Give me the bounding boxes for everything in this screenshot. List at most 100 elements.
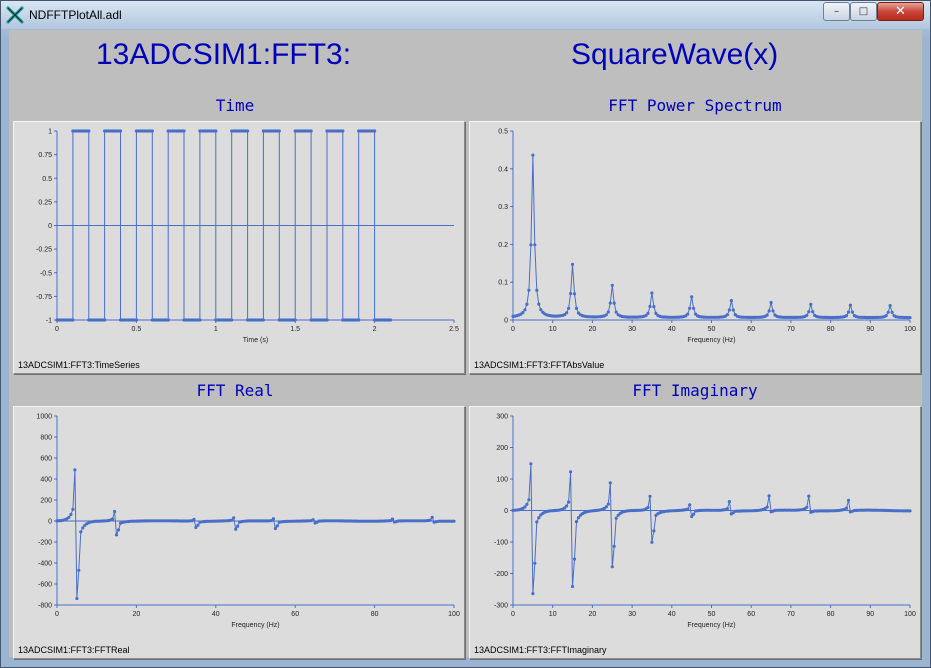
x-tick-label: 80 [371,611,379,618]
data-point [771,309,775,313]
power-pv-label: 13ADCSIM1:FFT3:FFTAbsValue [474,360,605,370]
data-point [166,318,170,322]
x-tick-label: 20 [133,611,141,618]
data-point [604,505,608,509]
y-tick-label: -200 [494,571,508,578]
x-tick-label: 20 [589,611,597,618]
data-point [884,314,888,318]
power-spectrum-plot: 0 0.1 0.2 0.3 0.4 0.5 0 10 20 30 40 50 60 70 80 90 100 Fr… [498,129,916,345]
data-point [650,291,654,295]
data-point [886,310,890,314]
data-point [390,517,395,521]
x-tick-label: 0 [55,611,59,618]
x-tick-label: 0 [511,611,515,618]
data-point [688,306,692,310]
x-axis-label: Frequency (Hz) [687,622,735,629]
data-point [729,299,733,303]
data-point [150,129,154,133]
data-point [118,129,123,133]
x-tick-label: 30 [628,326,636,333]
data-point [692,306,696,310]
data-point [576,516,581,520]
data-point [569,470,573,474]
x-tick-label: 40 [668,611,676,618]
data-point [75,596,79,601]
y-tick-label: 0 [48,223,52,230]
x-tick-label: 10 [549,611,557,618]
data-point [650,540,654,544]
data-point [765,313,769,317]
y-tick-label: 1000 [36,414,52,421]
title-bar[interactable]: NDFFTPlotAll.adl – □ ✕ [1,1,930,29]
data-point [325,318,329,322]
data-points [55,129,393,322]
time-plot-panel[interactable]: -1 -0.75 -0.5 -0.25 0 0.25 0.5 0.75 1 0 0.5 1 1.5 2 2.… [13,121,465,374]
data-point [610,565,614,569]
y-tick-label: -0.75 [36,294,52,301]
imag-plot-panel[interactable]: -300 -200 -100 0 100 200 300 0 10 20 30 40 50 60 70 80 9… [469,406,921,659]
data-point [567,306,571,310]
data-point [565,311,569,315]
data-point [765,505,769,509]
y-tick-label: 0 [48,519,52,526]
data-point [273,526,277,531]
display-area: 13ADCSIM1:FFT3: SquareWave(x) Time FFT P… [9,30,922,659]
data-point [71,318,75,322]
minimize-button[interactable]: – [823,2,850,21]
data-point [194,525,198,530]
data-point [103,318,107,322]
data-point [531,153,535,157]
x-tick-label: 2 [373,326,377,333]
data-point [269,519,273,523]
data-point [214,129,218,133]
x-tick-label: 80 [827,611,835,618]
data-point [535,520,539,524]
fft-real-plot: -800 -600 -400 -200 0 200 400 600 800 1000 0 20 40 60… [36,414,460,630]
y-tick-label: 0.3 [498,204,508,211]
data-point [686,507,690,511]
data-point [908,316,912,320]
data-point [850,310,854,314]
data-point [182,129,186,133]
y-tick-label: 0.2 [498,242,508,249]
data-point [523,505,527,509]
data-point [809,302,813,306]
data-point [606,310,610,314]
data-point [79,530,83,534]
data-point [341,129,345,133]
data-point [230,318,234,322]
data-points [55,468,456,601]
data-point [908,509,912,513]
power-section-title: FFT Power Spectrum [608,96,782,115]
power-plot-panel[interactable]: 0 0.1 0.2 0.3 0.4 0.5 0 10 20 30 40 50 60 70 80 90 100 Fr… [469,121,921,374]
data-point [612,301,616,305]
data-point [537,516,541,520]
data-point [686,312,690,316]
data-point [539,308,543,312]
data-point [293,318,297,322]
real-plot-panel[interactable]: -800 -600 -400 -200 0 200 400 600 800 1000 0 20 40 60… [13,406,465,659]
data-point [428,518,432,522]
data-point [610,283,614,287]
x-tick-label: 50 [708,611,716,618]
data-point [614,516,618,520]
data-point [644,313,648,318]
data-point [537,302,541,306]
close-icon: ✕ [895,4,906,19]
data-point [357,318,361,322]
x-tick-label: 0 [511,326,515,333]
data-point [805,313,809,317]
data-point [521,310,525,315]
x-tick-label: 0 [55,326,59,333]
x-tick-label: 90 [866,326,874,333]
maximize-button[interactable]: □ [850,2,877,21]
data-point [805,505,809,509]
data-point [767,309,771,313]
data-point [648,494,652,498]
x-tick-label: 50 [708,326,716,333]
data-point [69,512,73,517]
close-button[interactable]: ✕ [877,2,924,21]
data-point [727,308,731,312]
data-point [572,292,577,296]
data-point [246,129,250,133]
